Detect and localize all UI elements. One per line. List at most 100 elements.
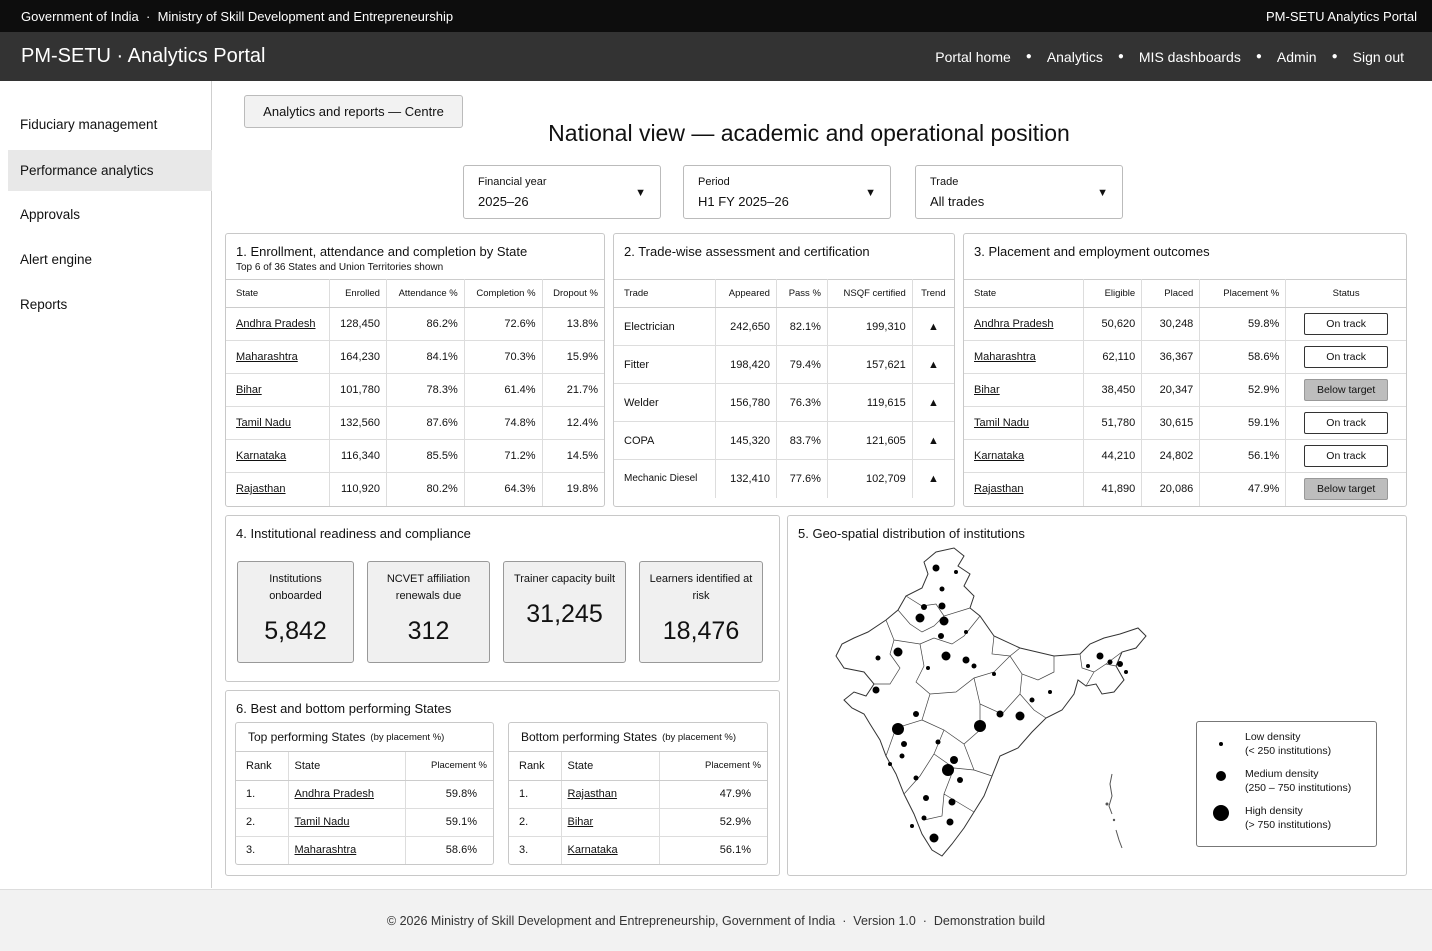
state-link[interactable]: Karnataka [561,836,661,864]
status-cell: On track [1285,307,1406,341]
status-badge[interactable]: On track [1304,412,1389,434]
status-badge[interactable]: On track [1304,313,1389,335]
table-cell: 62,110 [1083,340,1143,374]
sidebar-item-approvals[interactable]: Approvals [20,207,81,222]
table-row: Mechanic Diesel 132,410 77.6% 102,709 ▲ [614,459,954,498]
table-row: Tamil Nadu 51,780 30,615 59.1% On track [964,406,1406,440]
footer-text: © 2026 Ministry of Skill Development and… [386,913,1046,928]
nav-analytics[interactable]: Analytics [1046,48,1103,65]
table-cell: 145,320 [715,421,777,460]
table-cell: 56.1% [719,844,751,857]
table-cell: 64.3% [464,472,543,506]
table-cell: 74.8% [464,406,543,440]
select-label: Period [698,176,730,188]
trend-up-icon: ▲ [912,345,954,384]
column-header: Trend [912,279,954,308]
portal-name-text: PM-SETU Analytics Portal [1266,8,1417,24]
financial-year-select[interactable]: Financial year 2025–26 ▼ [463,165,661,219]
box-title: Bottom performing States [521,730,658,744]
state-link[interactable]: Rajasthan [964,472,1085,506]
institution-density-marker [1096,652,1104,660]
state-link[interactable]: Maharashtra [288,836,407,864]
table-cell: 14.5% [542,439,604,473]
enrollment-table: State Enrolled Attendance % Completion %… [226,279,604,506]
state-link[interactable]: Maharashtra [964,340,1085,374]
state-link[interactable]: Andhra Pradesh [288,780,407,809]
india-map[interactable] [824,544,1164,864]
table-cell: 121,605 [827,421,913,460]
sidebar-item-alert-engine[interactable]: Alert engine [20,252,93,267]
institution-density-marker [974,720,986,732]
nav-mis-dashboards[interactable]: MIS dashboards [1138,48,1241,65]
panel-title: 2. Trade-wise assessment and certificati… [624,244,870,259]
table-cell: 79.4% [776,345,828,384]
institution-density-marker [901,741,907,747]
table-cell: 24,802 [1141,439,1201,473]
state-link[interactable]: Bihar [561,808,661,837]
kpi-institutions-onboarded[interactable]: Institutions onboarded 5,842 [237,561,354,663]
state-link[interactable]: Bihar [226,373,331,407]
institution-density-marker [888,762,892,766]
box-title: Top performing States [248,730,366,744]
state-link[interactable]: Rajasthan [561,780,661,809]
kpi-ncvet-renewals[interactable]: NCVET affiliation renewals due 312 [367,561,490,663]
table-cell: 86.2% [386,307,465,341]
nav-portal-home[interactable]: Portal home [935,48,1011,65]
brand-title[interactable]: PM-SETU · Analytics Portal [21,45,266,67]
column-header: State [561,752,661,781]
sidebar-item-performance-analytics[interactable]: Performance analytics [8,150,212,191]
kpi-learners-at-risk[interactable]: Learners identified at risk 18,476 [639,561,763,663]
sidebar-item-reports[interactable]: Reports [20,297,68,312]
status-badge[interactable]: On track [1304,346,1389,368]
institution-density-marker [899,753,905,759]
state-link[interactable]: Bihar [964,373,1085,407]
state-link[interactable]: Rajasthan [226,472,331,506]
institution-density-marker [971,663,977,669]
kpi-value: 5,842 [264,617,327,645]
column-header: Trade [614,279,716,308]
state-link[interactable]: Andhra Pradesh [964,307,1085,341]
trade-select[interactable]: Trade All trades ▼ [915,165,1123,219]
table-cell: 58.6% [445,844,477,857]
status-badge[interactable]: Below target [1304,478,1389,501]
table-cell: 59.1% [405,808,493,837]
status-badge[interactable]: On track [1304,445,1389,467]
trend-up-icon: ▲ [912,383,954,422]
state-link[interactable]: Maharashtra [226,340,331,374]
state-link[interactable]: Andhra Pradesh [226,307,331,341]
panel-title: 4. Institutional readiness and complianc… [236,526,471,541]
top-states-rows: 1. Andhra Pradesh 59.8% 2. Tamil Nadu 59.1% 3.… [236,780,493,864]
table-row: Maharashtra 164,230 84.1% 70.3% 15.9% [226,340,604,374]
table-cell: 52.9% [659,808,767,837]
institution-density-marker [932,564,940,572]
state-link[interactable]: Tamil Nadu [964,406,1085,440]
breadcrumb[interactable]: Analytics and reports — Centre [244,95,463,128]
table-row: Electrician 242,650 82.1% 199,310 ▲ [614,307,954,346]
state-link[interactable]: Tamil Nadu [226,406,331,440]
table-cell: 157,621 [827,345,913,384]
panel-title: 3. Placement and employment outcomes [974,244,1210,259]
nav-admin[interactable]: Admin [1276,48,1317,65]
kpi-trainer-capacity[interactable]: Trainer capacity built 31,245 [503,561,626,663]
institution-density-marker [926,666,930,670]
state-link[interactable]: Tamil Nadu [288,808,407,837]
table-cell: 128,450 [329,307,387,341]
state-link[interactable]: Karnataka [964,439,1085,473]
table-header-row: State Enrolled Attendance % Completion %… [226,279,604,308]
state-boundaries [874,595,1123,821]
status-badge[interactable]: Below target [1304,379,1389,401]
institution-density-marker [1107,659,1113,665]
table-row: Bihar 101,780 78.3% 61.4% 21.7% [226,373,604,407]
table-cell: 156,780 [715,383,777,422]
period-select[interactable]: Period H1 FY 2025–26 ▼ [683,165,891,219]
nav-sign-out[interactable]: Sign out [1352,48,1404,65]
gov-topbar: Government of India · Ministry of Skill … [0,0,1432,32]
table-cell: 19.8% [566,483,598,496]
table-cell: Electrician [614,307,716,346]
table-row: 1. Rajasthan 47.9% [509,780,767,809]
state-link[interactable]: Karnataka [226,439,331,473]
sidebar-item-fiduciary-management[interactable]: Fiduciary management [20,117,158,132]
table-cell: 59.8% [405,780,493,809]
institution-density-marker [1117,661,1123,667]
table-cell: 3. [509,836,562,864]
